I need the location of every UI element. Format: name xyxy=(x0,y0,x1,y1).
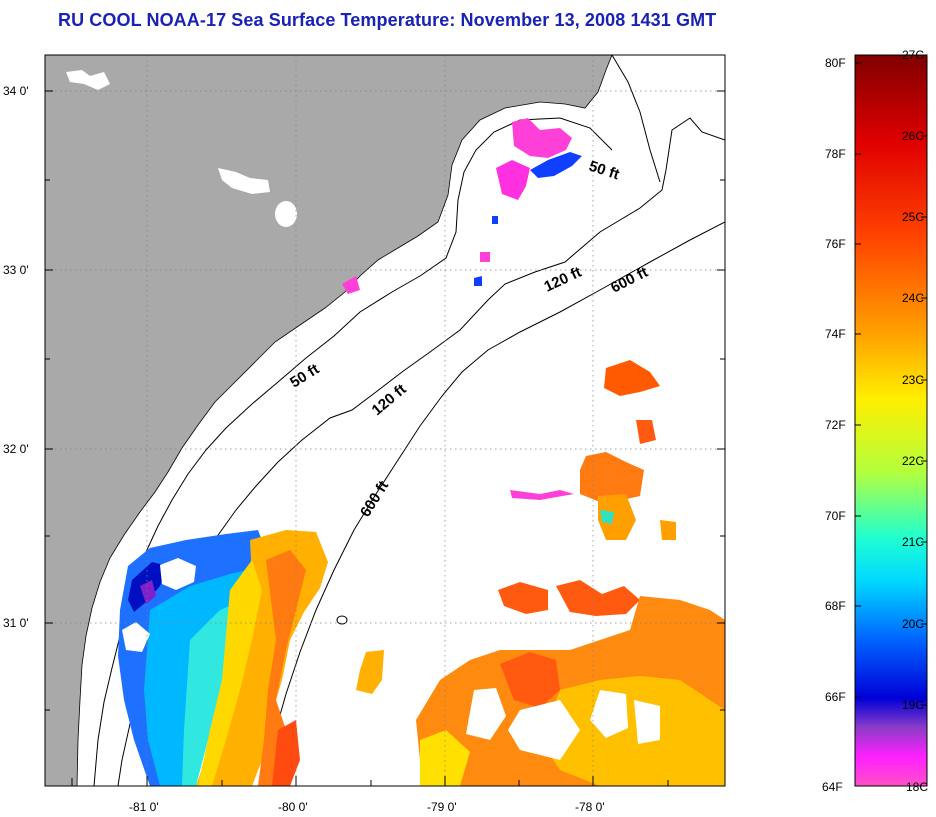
contour-600ft xyxy=(263,221,725,786)
lon-label: -78 0' xyxy=(575,800,605,814)
colorbar-label-f: 78F xyxy=(825,147,846,161)
map-frame xyxy=(44,54,726,787)
colorbar xyxy=(854,54,928,787)
colorbar-label-f: 70F xyxy=(825,509,846,523)
colorbar-label-f: 80F xyxy=(825,56,846,70)
colorbar-label-f: 68F xyxy=(825,599,846,613)
colorbar-label-c: 22C xyxy=(902,454,925,468)
lat-label: 34 0' xyxy=(3,84,29,98)
colorbar-label-f: 74F xyxy=(825,327,846,341)
colorbar-label-c: 19C xyxy=(902,698,925,712)
colorbar-label-f: 64F xyxy=(822,780,843,794)
colorbar-label-c: 26C xyxy=(902,129,925,143)
colorbar-label-c: 20C xyxy=(902,617,925,631)
sst-data xyxy=(118,118,725,786)
colorbar-label-c: 18C xyxy=(906,780,929,794)
lat-label: 32 0' xyxy=(3,442,29,456)
lake xyxy=(66,70,110,90)
colorbar-label-f: 66F xyxy=(825,690,846,704)
lon-label: -81 0' xyxy=(129,800,159,814)
land-area xyxy=(45,55,613,786)
lon-label: -79 0' xyxy=(427,800,457,814)
lake xyxy=(218,168,270,194)
lake xyxy=(275,201,297,227)
colorbar-label-c: 27C xyxy=(902,48,925,62)
colorbar-label-c: 21C xyxy=(902,535,925,549)
graticule xyxy=(45,55,725,786)
axis-ticks xyxy=(45,90,725,786)
colorbar-label-c: 24C xyxy=(902,291,925,305)
small-contour xyxy=(336,615,348,625)
lat-label: 33 0' xyxy=(3,263,29,277)
colorbar-label-c: 23C xyxy=(902,373,925,387)
lat-label: 31 0' xyxy=(3,616,29,630)
page-title: RU COOL NOAA-17 Sea Surface Temperature:… xyxy=(58,10,717,30)
colorbar-label-c: 25C xyxy=(902,210,925,224)
colorbar-label-f: 72F xyxy=(825,418,846,432)
lon-label: -80 0' xyxy=(278,800,308,814)
colorbar-ticks xyxy=(855,54,927,706)
colorbar-label-f: 76F xyxy=(825,237,846,251)
